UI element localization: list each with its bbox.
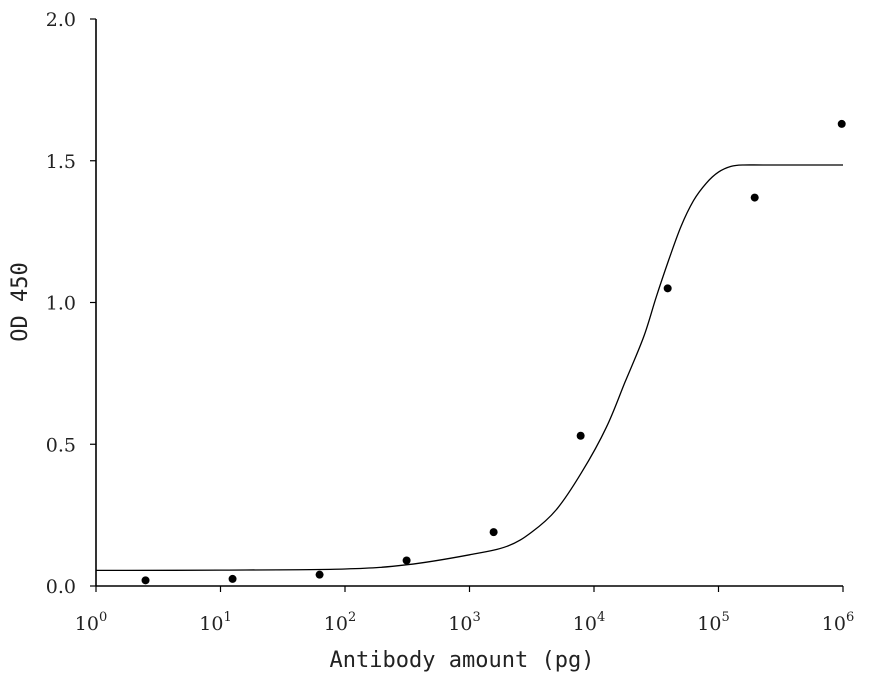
x-tick-base: 10	[448, 613, 472, 635]
data-point	[837, 119, 846, 128]
x-axis-ticks: 100 101 102 103 104 105 106	[75, 586, 854, 635]
data-points	[141, 119, 846, 585]
x-tick-exponent: 6	[846, 610, 854, 625]
fit-curve	[95, 164, 843, 572]
x-tick-base: 10	[822, 613, 846, 635]
y-tick-label: 0.5	[46, 434, 76, 456]
x-tick-base: 10	[324, 613, 348, 635]
data-point	[576, 431, 585, 440]
data-point	[489, 528, 498, 537]
y-tick-label: 1.5	[46, 151, 76, 173]
x-tick-exponent: 2	[348, 610, 356, 625]
x-tick-base: 10	[573, 613, 597, 635]
x-tick-base: 10	[697, 613, 721, 635]
x-tick-exponent: 4	[597, 610, 605, 625]
x-tick-label: 101	[199, 610, 231, 635]
data-point	[315, 570, 324, 579]
y-tick-label: 2.0	[46, 9, 76, 31]
x-axis-label: Antibody amount (pg)	[330, 648, 595, 673]
y-axis-label: OD 450	[8, 262, 33, 341]
data-point	[402, 556, 411, 565]
x-tick-label: 105	[697, 610, 729, 635]
x-tick-exponent: 0	[99, 610, 107, 625]
y-tick-label: 1.0	[46, 293, 76, 315]
x-tick-base: 10	[75, 613, 99, 635]
data-point	[663, 284, 672, 293]
y-tick-label: 0.0	[46, 576, 76, 598]
x-tick-label: 100	[75, 610, 107, 635]
x-tick-exponent: 5	[721, 610, 729, 625]
x-tick-exponent: 3	[472, 610, 480, 625]
x-tick-label: 103	[448, 610, 480, 635]
x-tick-exponent: 1	[223, 610, 231, 625]
x-tick-label: 106	[822, 610, 854, 635]
data-point	[141, 576, 150, 585]
data-point	[750, 193, 759, 202]
x-tick-label: 102	[324, 610, 356, 635]
data-point	[228, 574, 237, 583]
y-axis-ticks: 0.0 0.5 1.0 1.5 2.0	[46, 9, 96, 598]
x-tick-label: 104	[573, 610, 605, 635]
x-tick-base: 10	[199, 613, 223, 635]
